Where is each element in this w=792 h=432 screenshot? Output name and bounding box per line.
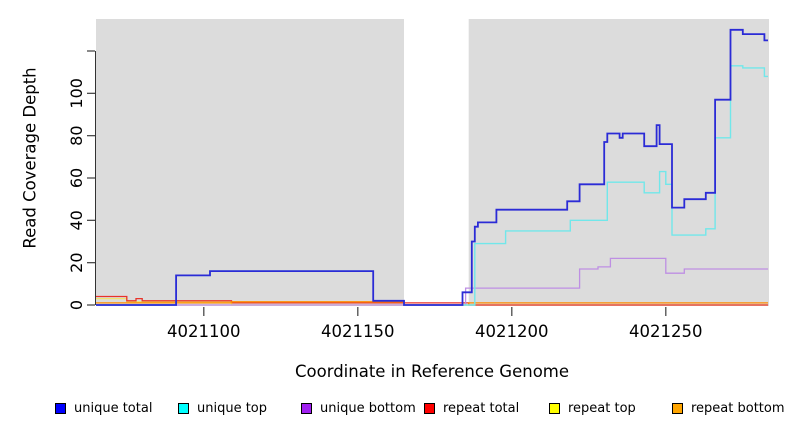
legend-label: unique top [197,400,268,416]
y-tick-label: 100 [67,78,86,109]
y-tick-label: 40 [67,210,86,230]
legend-label: repeat total [443,400,520,416]
y-axis-title: Read Coverage Depth [20,67,40,249]
x-tick-label: 4021100 [167,322,241,341]
plot-background-region [468,19,769,306]
legend-item-unique-total: unique total [55,400,152,416]
x-tick-label: 4021250 [629,322,703,341]
x-tick-label: 4021150 [321,322,395,341]
y-tick-label: 80 [67,125,86,145]
x-tick-label: 4021200 [475,322,549,341]
series-line-unique-total [96,28,768,306]
y-tick-label: 60 [67,168,86,188]
legend-label: repeat top [568,400,636,416]
legend-item-repeat-bottom: repeat bottom [672,400,785,416]
y-tick-label: 0 [67,300,86,310]
legend-item-unique-bottom: unique bottom [301,400,416,416]
y-tick-label: 20 [67,252,86,272]
repeat-top-swatch-icon [549,402,560,414]
legend: unique total unique top unique bottom re… [0,400,792,418]
legend-label: unique bottom [320,400,416,416]
repeat-total-swatch-icon [424,402,435,414]
unique-bottom-swatch-icon [301,402,312,414]
legend-item-repeat-top: repeat top [549,400,636,416]
unique-total-swatch-icon [55,402,66,414]
legend-item-repeat-total: repeat total [424,400,519,416]
repeat-bottom-swatch-icon [672,402,683,414]
series-line-unique-bottom [96,257,768,306]
x-axis-title: Coordinate in Reference Genome [294,362,570,381]
unique-top-swatch-icon [178,402,189,414]
legend-label: unique total [74,400,153,416]
legend-item-unique-top: unique top [178,400,267,416]
legend-label: repeat bottom [691,400,785,416]
plot-background-region [96,19,404,306]
